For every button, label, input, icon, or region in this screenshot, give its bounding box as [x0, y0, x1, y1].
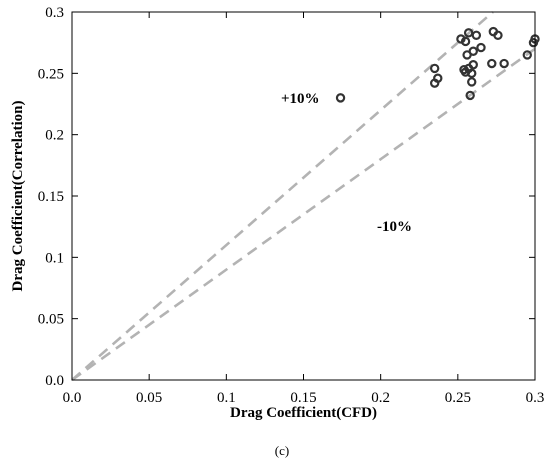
- data-point: [499, 58, 509, 69]
- data-point: [468, 60, 478, 70]
- x-tick-label: 0.15: [290, 390, 316, 406]
- x-tick-label: 0.2: [371, 390, 390, 406]
- reference-line-plus-10: [71, 11, 494, 381]
- data-point: [476, 42, 486, 53]
- data-point: [467, 68, 477, 79]
- y-tick-label: 0.0: [45, 373, 64, 389]
- plus-10-percent-label: +10%: [281, 91, 320, 107]
- y-tick-label: 0.25: [38, 66, 64, 82]
- data-point: [463, 28, 474, 38]
- x-tick-label: 0.3: [526, 390, 545, 406]
- data-point: [429, 63, 440, 74]
- reference-lines: [71, 11, 536, 382]
- data-point: [335, 93, 346, 103]
- y-axis-ticks: 0.0 0.05 0.1 0.15 0.2 0.25 0.3: [38, 5, 535, 389]
- y-tick-label: 0.15: [38, 189, 64, 205]
- data-point: [433, 73, 443, 83]
- data-point: [460, 36, 471, 47]
- figure-caption: (c): [275, 443, 289, 458]
- reference-line-minus-10: [71, 47, 536, 382]
- y-tick-label: 0.3: [45, 5, 64, 21]
- data-point: [522, 50, 532, 60]
- x-tick-label: 0.1: [217, 390, 236, 406]
- minus-10-percent-label: -10%: [377, 219, 412, 235]
- x-axis-ticks: 0.0 0.05 0.1 0.15 0.2 0.25 0.3: [63, 12, 545, 406]
- x-tick-label: 0.0: [63, 390, 82, 406]
- data-point: [468, 46, 478, 56]
- x-tick-label: 0.05: [136, 390, 162, 406]
- x-tick-label: 0.25: [445, 390, 471, 406]
- data-markers: [335, 26, 540, 103]
- data-point: [465, 90, 475, 101]
- y-tick-label: 0.05: [38, 312, 64, 328]
- data-point: [487, 58, 497, 69]
- data-point: [493, 30, 503, 41]
- y-axis-label: Drag Coefficient(Correlation): [10, 101, 26, 292]
- x-axis-label: Drag Coefficient(CFD): [230, 405, 377, 421]
- data-point: [467, 77, 477, 87]
- y-tick-label: 0.1: [45, 250, 64, 266]
- data-point: [471, 30, 482, 41]
- y-tick-label: 0.2: [45, 128, 64, 144]
